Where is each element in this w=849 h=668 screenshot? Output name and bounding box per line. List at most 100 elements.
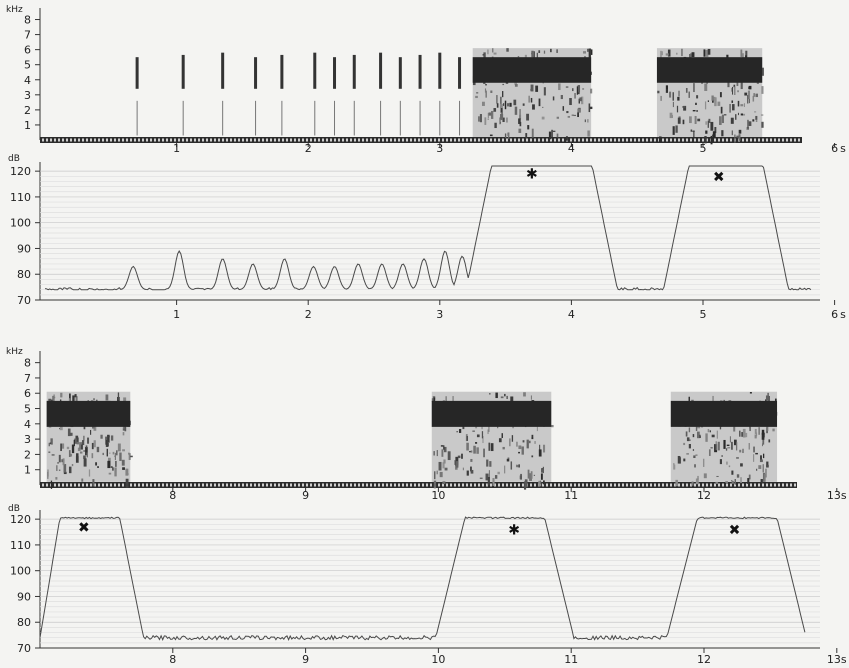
spec2-burst-speckle xyxy=(756,432,758,437)
spec2-burst-speckle xyxy=(507,457,510,460)
spec1-burst-speckle xyxy=(484,117,487,125)
spec1-time-strip-hole xyxy=(306,138,308,142)
spec2-time-strip-hole xyxy=(94,483,96,487)
spec1-time-strip-hole xyxy=(590,138,592,142)
spec1-time-strip-hole xyxy=(230,138,232,142)
spec2-burst-speckle xyxy=(518,451,520,454)
spec2-burst-speckle xyxy=(48,451,51,453)
spec1-burst-speckle xyxy=(503,103,505,106)
spec2-time-strip-hole xyxy=(330,483,332,487)
spec1-time-strip-hole xyxy=(550,138,552,142)
spec2-burst-speckle xyxy=(122,425,126,429)
spec2-burst-speckle xyxy=(723,399,725,402)
spec2-burst-speckle xyxy=(442,481,446,485)
spec2-time-strip-hole xyxy=(138,483,140,487)
spec1-time-strip-hole xyxy=(562,138,564,142)
spec1-burst-speckle xyxy=(710,135,713,145)
spec1-time-strip-hole xyxy=(514,138,516,142)
spec2-time-strip-hole xyxy=(266,483,268,487)
spec2-time-strip-hole xyxy=(450,483,452,487)
spec2-burst-speckle xyxy=(762,472,766,482)
spec1-time-strip-hole xyxy=(770,138,772,142)
spec1-burst-speckle xyxy=(536,52,539,58)
spec1-time-strip-hole xyxy=(202,138,204,142)
spec1-time-strip-hole xyxy=(510,138,512,142)
spec2-burst-speckle xyxy=(68,450,71,458)
spec2-burst-speckle xyxy=(688,396,690,403)
spec2-burst-speckle xyxy=(518,464,520,468)
spec2-burst-speckle xyxy=(686,437,690,442)
spec1-burst-speckle xyxy=(587,48,590,52)
spec1-click-mark-low xyxy=(314,100,316,136)
spec1-time-strip-hole xyxy=(342,138,344,142)
spec1-time-strip-hole xyxy=(626,138,628,142)
spec2-burst-speckle xyxy=(707,428,710,433)
spec2-burst-speckle xyxy=(75,435,79,442)
spec1-time-strip-hole xyxy=(46,138,48,142)
spec2-burst-speckle xyxy=(753,446,755,453)
spec2-burst-speckle xyxy=(723,439,726,449)
spec1-time-strip-hole xyxy=(422,138,424,142)
spec2-time-strip-hole xyxy=(594,483,596,487)
spec1-time-strip-hole xyxy=(674,138,676,142)
spec2-time-strip-hole xyxy=(226,483,228,487)
spec2-burst-speckle xyxy=(95,462,98,466)
spec2-burst-speckle xyxy=(760,479,763,484)
spec1-burst-speckle xyxy=(577,112,579,118)
spec2-burst-speckle xyxy=(117,443,121,452)
spec2-burst-speckle xyxy=(487,429,489,435)
spec1-burst-speckle xyxy=(567,115,571,118)
spec1-time-strip-hole xyxy=(242,138,244,142)
spec2-time-strip-hole xyxy=(730,483,732,487)
spec2-burst-speckle xyxy=(79,451,83,454)
spec2-time-strip-hole xyxy=(82,483,84,487)
spec1-time-strip-hole xyxy=(414,138,416,142)
spec2-burst-speckle xyxy=(749,425,751,432)
spec1-burst-speckle xyxy=(754,111,757,113)
spec1-time-strip-hole xyxy=(638,138,640,142)
spec1-burst-speckle xyxy=(740,49,743,57)
spec1-time-strip-hole xyxy=(630,138,632,142)
spec1-time-strip-hole xyxy=(182,138,184,142)
spec1-burst-speckle xyxy=(514,84,518,87)
spec2-time-strip-hole xyxy=(634,483,636,487)
spec1-time-strip-hole xyxy=(302,138,304,142)
spec2-burst-speckle xyxy=(754,428,757,434)
spec2-burst-speckle xyxy=(524,479,528,488)
spec1-time-strip-hole xyxy=(502,138,504,142)
spec2-burst-speckle xyxy=(506,395,508,400)
spec1-time-strip-hole xyxy=(498,138,500,142)
spec2-time-strip-hole xyxy=(502,483,504,487)
spec2-y-tick-label: 6 xyxy=(24,387,31,400)
spec2-burst-speckle xyxy=(762,464,764,473)
spec1-click-mark-low xyxy=(136,100,138,136)
spec2-burst-speckle xyxy=(438,461,442,471)
spec2-burst-speckle xyxy=(436,450,438,457)
spec1-time-strip-hole xyxy=(598,138,600,142)
spec2-burst-speckle xyxy=(768,439,771,443)
spec2-burst-speckle xyxy=(466,436,469,441)
spec2-time-strip-hole xyxy=(666,483,668,487)
spec1-burst-speckle xyxy=(712,134,714,137)
spec2-burst-speckle xyxy=(495,392,498,399)
spec2-time-strip-hole xyxy=(702,483,704,487)
spec1-time-strip-hole xyxy=(486,138,488,142)
spec2-burst-speckle xyxy=(731,470,734,475)
spec1-time-strip-hole xyxy=(382,138,384,142)
spec2-time-strip-hole xyxy=(770,483,772,487)
spec2-time-strip-hole xyxy=(290,483,292,487)
spec2-burst-speckle xyxy=(719,424,722,430)
spec2-burst-speckle xyxy=(81,444,83,450)
spec1-burst-speckle xyxy=(738,134,741,141)
spec2-time-strip-hole xyxy=(694,483,696,487)
spec2-time-strip-hole xyxy=(598,483,600,487)
spec1-burst-speckle xyxy=(581,96,584,105)
spec1-burst-speckle xyxy=(531,50,534,58)
spec1-burst-speckle xyxy=(742,53,744,60)
spec2-time-strip-hole xyxy=(174,483,176,487)
spec1-time-strip-hole xyxy=(190,138,192,142)
spec1-click-mark xyxy=(418,54,422,89)
spec1-burst-speckle xyxy=(721,130,724,137)
spec2-burst-speckle xyxy=(462,467,464,471)
spec1-time-strip-hole xyxy=(194,138,196,142)
